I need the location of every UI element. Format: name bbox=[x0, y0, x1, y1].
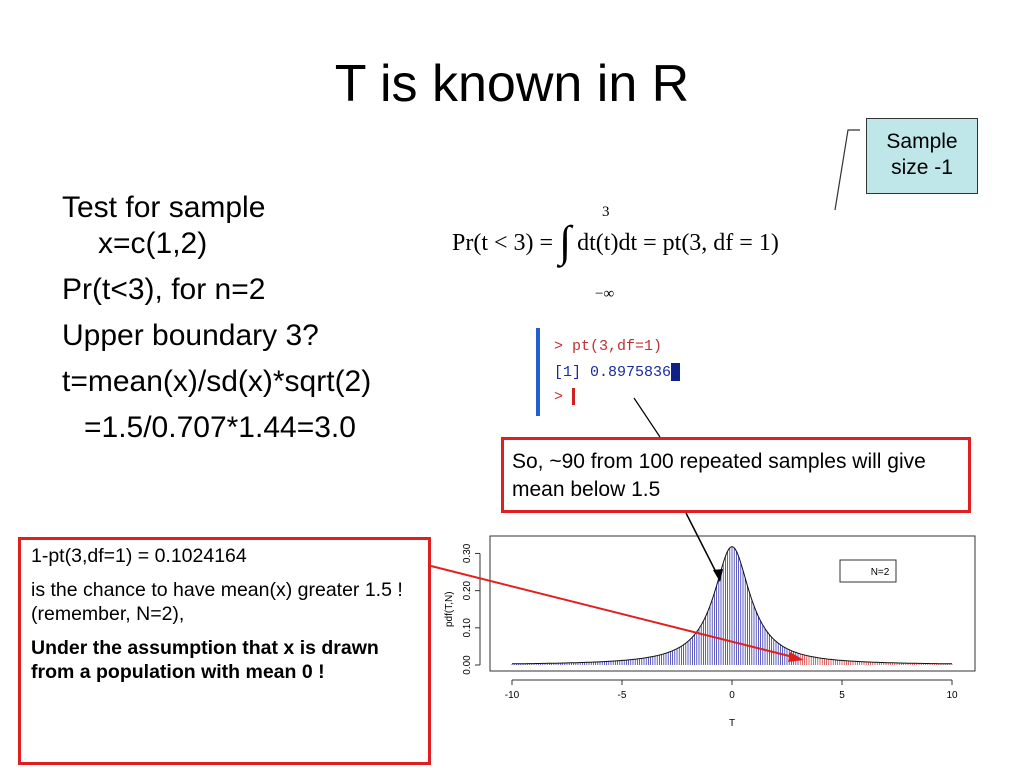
y-tick-label: 0.00 bbox=[462, 655, 473, 675]
callout-interpretation: So, ~90 from 100 repeated samples will g… bbox=[501, 437, 971, 513]
note-connector bbox=[834, 129, 860, 211]
callout-assumption: Under the assumption that x is drawn fro… bbox=[31, 637, 379, 683]
x-tick-label: 10 bbox=[946, 690, 958, 701]
x-tick-label: 5 bbox=[839, 690, 845, 701]
bullet-4: t=mean(x)/sd(x)*sqrt(2) bbox=[62, 365, 372, 398]
y-tick-label: 0.30 bbox=[462, 543, 473, 563]
t-density-chart: -10 -5 0 5 10 T 0.00 0.10 0.20 0.30 pdf(T,N) N=2 bbox=[444, 535, 976, 729]
console-output-text: [1] 0.8975836 bbox=[554, 363, 672, 381]
y-tick-label: 0.10 bbox=[462, 618, 473, 638]
formula-integrand: dt(t)dt = pt(3, df = 1) bbox=[577, 230, 779, 256]
bullet-2: Pr(t<3), for n=2 bbox=[62, 273, 266, 306]
density-curve bbox=[512, 546, 952, 665]
legend-box bbox=[839, 559, 897, 583]
callout-arrow bbox=[685, 512, 721, 581]
text-cursor bbox=[572, 388, 576, 405]
bullet-1: Test for sample bbox=[62, 191, 266, 224]
callout-tail-value: 1-pt(3,df=1) = 0.1024164 bbox=[31, 545, 247, 567]
bullet-1-cont: x=c(1,2) bbox=[98, 227, 208, 260]
console-prompt: > bbox=[554, 388, 576, 406]
cursor-block bbox=[671, 363, 681, 381]
y-axis-label: pdf(T,N) bbox=[444, 591, 455, 627]
tail-arrowhead bbox=[788, 652, 804, 662]
plot-area: -10 -5 0 5 10 T 0.00 0.10 0.20 0.30 pdf(T,N) N=2 bbox=[444, 535, 976, 729]
bullet-3: Upper boundary 3? bbox=[62, 319, 319, 352]
console-prompt-text: > bbox=[554, 388, 564, 406]
console-command: > pt(3,df=1) bbox=[554, 338, 663, 355]
tail-arrow bbox=[430, 565, 798, 659]
y-tick-label: 0.20 bbox=[462, 580, 473, 600]
slide-title: T is known in R bbox=[334, 55, 690, 113]
callout-tail-meaning: is the chance to have mean(x) greater 1.… bbox=[31, 579, 403, 625]
integral-upper-limit: 3 bbox=[602, 204, 610, 220]
plot-frame bbox=[489, 535, 976, 672]
integral-lower-limit: −∞ bbox=[595, 286, 615, 302]
console-connector bbox=[633, 397, 661, 438]
integral-sign: ∫ bbox=[559, 217, 572, 266]
callout-arrowhead bbox=[713, 569, 723, 582]
bullet-list: Test for sample x=c(1,2) Pr(t<3), for n=… bbox=[62, 190, 371, 456]
console-output: [1] 0.8975836 bbox=[554, 363, 681, 381]
x-tick-label: -5 bbox=[618, 690, 627, 701]
probability-formula: Pr(t < 3) = ∫ 3 −∞ dt(t)dt = pt(3, df = … bbox=[452, 204, 779, 302]
legend-label: N=2 bbox=[871, 567, 890, 578]
r-console: > pt(3,df=1) [1] 0.8975836 > bbox=[536, 328, 740, 416]
x-axis-label: T bbox=[729, 718, 735, 729]
x-tick-label: -10 bbox=[505, 690, 520, 701]
callout-upper-tail: 1-pt(3,df=1) = 0.1024164 is the chance t… bbox=[18, 537, 431, 765]
x-tick-label: 0 bbox=[729, 690, 735, 701]
formula-left: Pr(t < 3) = bbox=[452, 230, 554, 256]
sample-size-note: Sample size -1 bbox=[866, 118, 978, 194]
bullet-4-result: =1.5/0.707*1.44=3.0 bbox=[84, 411, 356, 444]
